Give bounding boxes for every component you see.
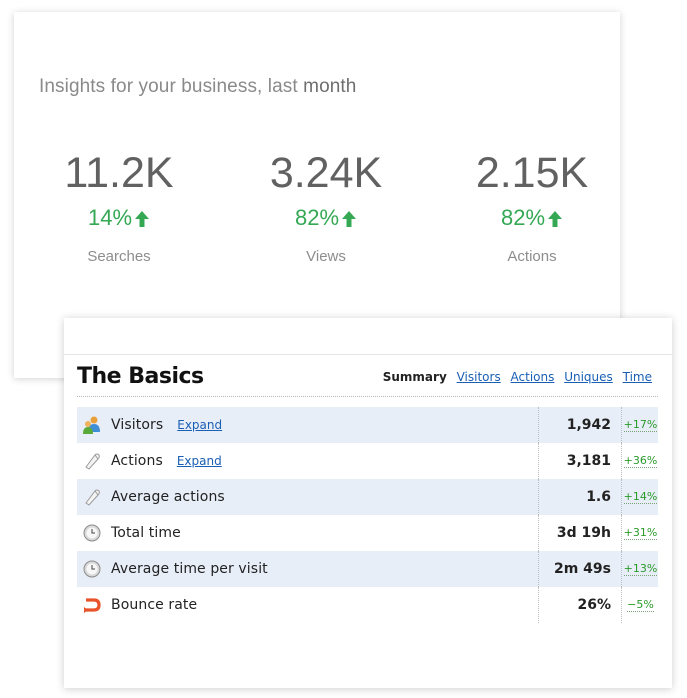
metric-label: Searches: [87, 248, 151, 265]
table-row: Bounce rate 26% −5%: [77, 587, 658, 623]
clock-icon: [81, 558, 103, 580]
row-change: +17%: [621, 407, 659, 443]
expand-link[interactable]: Expand: [176, 454, 222, 468]
row-change: −5%: [621, 587, 659, 623]
row-change: +36%: [621, 443, 659, 479]
metric-change-value: 82%: [500, 205, 546, 230]
row-change: +13%: [621, 551, 659, 587]
arrow-up-icon: [134, 208, 150, 234]
tab-actions[interactable]: Actions: [510, 370, 555, 384]
metric-change: 14%: [29, 205, 209, 234]
tab-time[interactable]: Time: [622, 370, 652, 384]
metric-change: 82%: [236, 205, 416, 234]
metric-views: 3.24K 82% Views: [236, 150, 416, 265]
row-label: Visitors: [111, 417, 164, 433]
basics-heading: The Basics: [77, 364, 204, 389]
table-row: Average time per visit 2m 49s +13%: [77, 551, 658, 587]
insights-title-period: month: [303, 76, 357, 97]
row-label: Actions: [111, 453, 163, 469]
metric-value: 11.2K: [64, 149, 174, 197]
row-change-value: +13%: [623, 562, 658, 576]
clock-icon: [81, 522, 103, 544]
row-change-value: −5%: [627, 598, 654, 612]
basics-card: The Basics Summary Visitors Actions Uniq…: [64, 318, 672, 688]
arrow-up-icon: [547, 208, 563, 234]
metric-change-value: 14%: [87, 205, 133, 230]
arrow-up-icon: [341, 208, 357, 234]
expand-link[interactable]: Expand: [177, 418, 223, 432]
row-value: 1.6: [538, 479, 621, 515]
row-change: +14%: [621, 479, 659, 515]
tab-visitors[interactable]: Visitors: [456, 370, 501, 384]
row-change-value: +36%: [623, 454, 658, 468]
basics-table: Visitors Expand 1,942 +17% Actions Expan…: [77, 407, 658, 623]
metric-actions: 2.15K 82% Actions: [442, 150, 622, 265]
row-value: 1,942: [538, 407, 621, 443]
row-change-value: +14%: [623, 490, 658, 504]
row-value: 3,181: [538, 443, 621, 479]
basics-tabs: Summary Visitors Actions Uniques Time: [377, 370, 652, 384]
row-label: Total time: [111, 525, 181, 541]
insights-title-text: Insights for your business, last: [39, 76, 304, 97]
row-value: 2m 49s: [538, 551, 621, 587]
table-row: Average actions 1.6 +14%: [77, 479, 658, 515]
cursor-icon: [81, 450, 103, 472]
table-row: Actions Expand 3,181 +36%: [77, 443, 658, 479]
row-change-value: +17%: [623, 418, 658, 432]
table-row: Visitors Expand 1,942 +17%: [77, 407, 658, 443]
divider: [77, 396, 658, 397]
tab-uniques[interactable]: Uniques: [564, 370, 613, 384]
row-label: Average actions: [111, 489, 225, 505]
metric-value: 3.24K: [269, 149, 383, 197]
metric-label: Views: [306, 248, 346, 265]
divider: [64, 354, 672, 355]
insights-title: Insights for your business, last month: [39, 76, 356, 98]
metric-change: 82%: [442, 205, 622, 234]
visitors-icon: [81, 414, 103, 436]
row-change: +31%: [621, 515, 659, 551]
row-change-value: +31%: [623, 526, 658, 540]
metric-value: 2.15K: [475, 149, 589, 197]
row-value: 3d 19h: [538, 515, 621, 551]
table-row: Total time 3d 19h +31%: [77, 515, 658, 551]
tab-summary[interactable]: Summary: [382, 370, 447, 384]
row-label: Average time per visit: [111, 561, 268, 577]
metric-change-value: 82%: [294, 205, 340, 230]
row-label: Bounce rate: [111, 597, 198, 613]
metric-label: Actions: [507, 248, 557, 265]
bounce-icon: [81, 594, 103, 616]
metric-searches: 11.2K 14% Searches: [29, 150, 209, 265]
row-value: 26%: [538, 587, 621, 623]
insights-card: Insights for your business, last month 1…: [14, 12, 620, 378]
cursor-icon: [81, 486, 103, 508]
